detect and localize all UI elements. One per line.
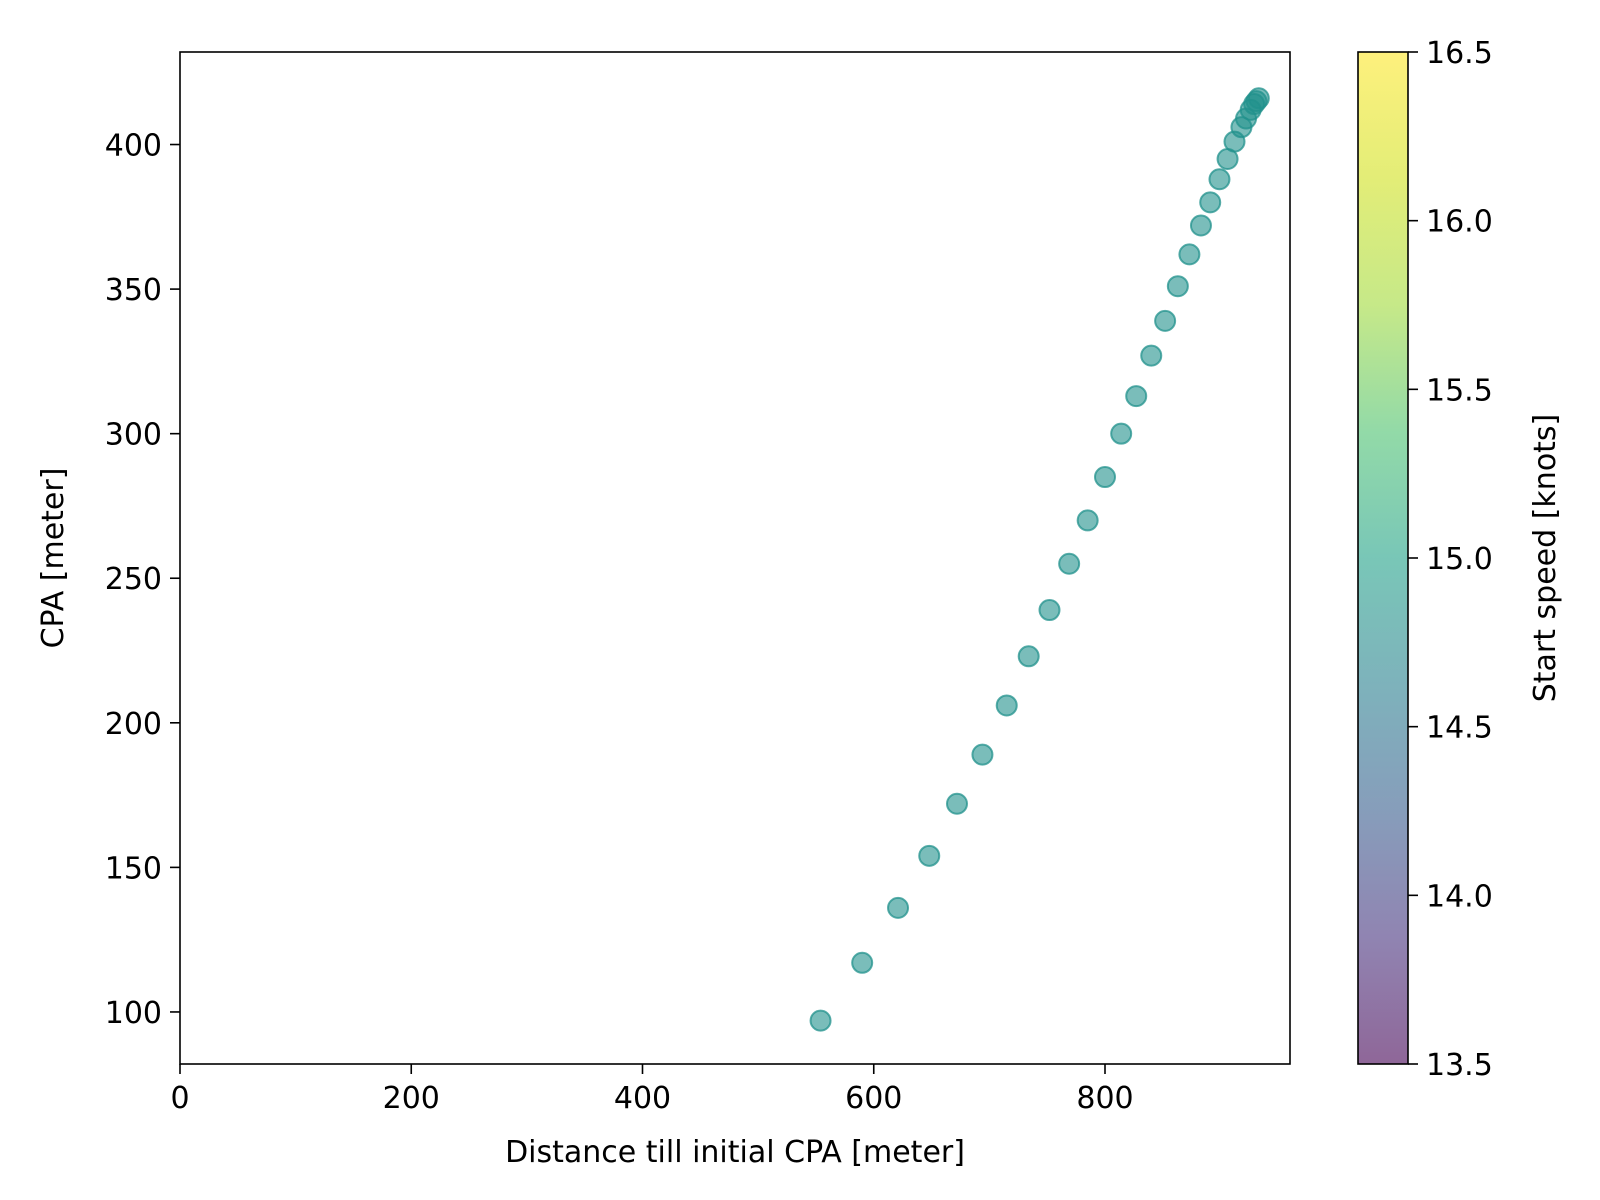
colorbar: 13.5 14.0 14.5 15.0 15.5 16.0 16.5 Start speed… <box>1357 36 1563 1083</box>
y-tick-label: 400 <box>105 129 162 164</box>
data-point <box>1094 466 1116 489</box>
data-point <box>851 951 874 974</box>
data-point <box>1140 344 1163 367</box>
y-tick-label: 250 <box>105 562 162 597</box>
y-tick-label: 150 <box>105 851 162 886</box>
x-tick-label: 800 <box>1076 1081 1133 1116</box>
colorbar-tick-label: 15.0 <box>1426 542 1493 577</box>
data-point <box>1125 385 1148 408</box>
data-point <box>971 743 994 766</box>
colorbar-tick-label: 15.5 <box>1426 373 1493 408</box>
data-point <box>1208 168 1231 191</box>
data-point <box>1154 309 1177 332</box>
y-tick-label: 350 <box>105 273 162 308</box>
colorbar-gradient <box>1358 52 1408 1064</box>
data-point <box>1247 87 1270 110</box>
x-axis-label: Distance till initial CPA [meter] <box>505 1135 965 1170</box>
x-axis-ticks: 0 200 400 600 800 <box>170 1064 1134 1116</box>
x-tick-label: 200 <box>383 1081 440 1116</box>
data-point <box>1076 509 1099 532</box>
data-point <box>1178 243 1201 266</box>
x-tick-label: 0 <box>170 1081 189 1116</box>
plot-area: 0 200 400 600 800 100 150 200 250 300 350 400 Dist… <box>36 51 1291 1170</box>
colorbar-label: Start speed [knots] <box>1528 414 1563 703</box>
data-point <box>1038 599 1061 622</box>
data-point <box>1166 275 1189 298</box>
y-tick-label: 100 <box>105 996 162 1031</box>
data-point <box>995 694 1018 717</box>
colorbar-tick-label: 16.0 <box>1426 205 1493 240</box>
y-tick-label: 200 <box>105 707 162 742</box>
y-axis-ticks: 100 150 200 250 300 350 400 <box>105 129 180 1031</box>
data-points <box>809 87 1270 1032</box>
data-point <box>1058 552 1081 575</box>
colorbar-ticks: 13.5 14.0 14.5 15.0 15.5 16.0 16.5 <box>1408 36 1493 1083</box>
data-point <box>887 896 910 919</box>
data-point <box>1017 645 1040 668</box>
y-axis-label: CPA [meter] <box>36 468 71 649</box>
axes-frame <box>179 51 1291 1065</box>
data-point <box>1110 422 1133 445</box>
data-point <box>918 844 941 867</box>
x-tick-label: 400 <box>614 1081 671 1116</box>
data-point <box>809 1009 832 1032</box>
data-point <box>1199 191 1222 214</box>
x-tick-label: 600 <box>845 1081 902 1116</box>
colorbar-tick-label: 16.5 <box>1426 36 1493 71</box>
colorbar-tick-label: 14.0 <box>1426 879 1493 914</box>
colorbar-tick-label: 13.5 <box>1426 1048 1493 1083</box>
colorbar-tick-label: 14.5 <box>1426 711 1493 746</box>
y-tick-label: 300 <box>105 418 162 453</box>
data-point <box>946 792 968 815</box>
data-point <box>1189 214 1212 237</box>
